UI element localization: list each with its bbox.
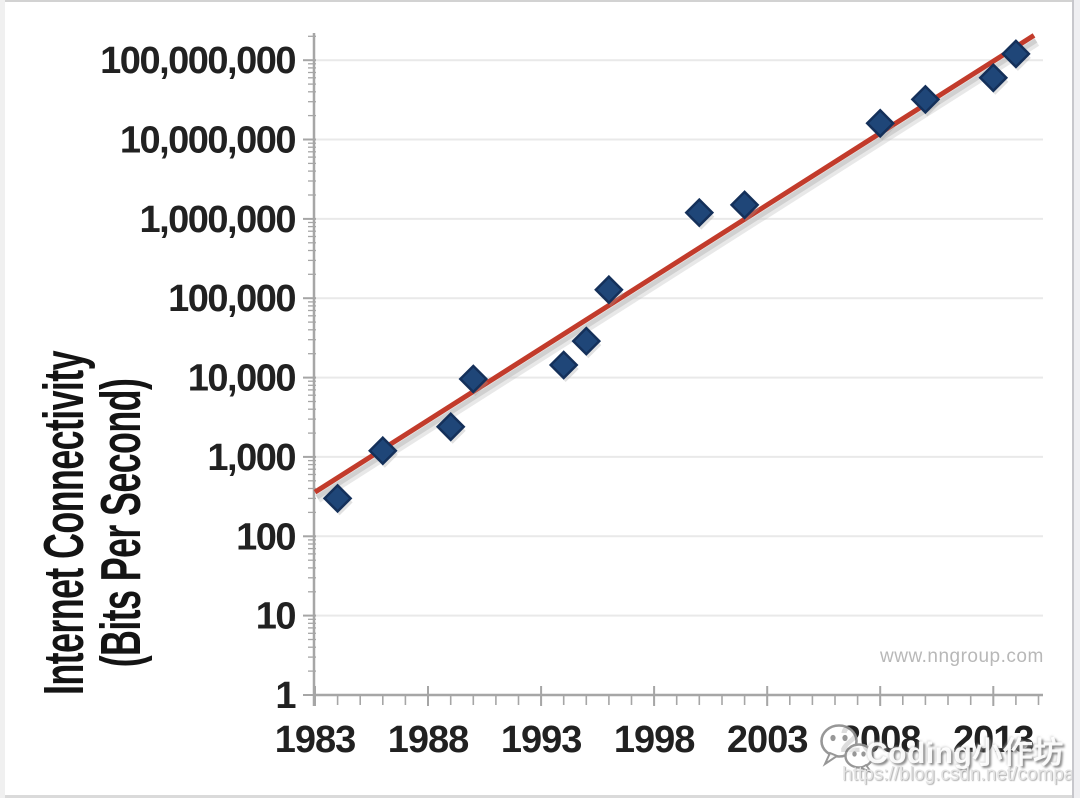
svg-text:10: 10 <box>256 596 296 638</box>
svg-text:1: 1 <box>275 675 296 717</box>
page-border-bottom <box>0 795 1080 798</box>
csdn-watermark-title: Coding小作坊 <box>866 737 1064 770</box>
svg-text:100,000: 100,000 <box>168 278 295 320</box>
svg-text:10,000: 10,000 <box>188 358 296 400</box>
svg-text:1983: 1983 <box>275 719 356 761</box>
gridlines <box>315 59 1043 617</box>
svg-text:100,000,000: 100,000,000 <box>100 40 295 82</box>
svg-text:10,000,000: 10,000,000 <box>120 120 296 162</box>
data-points <box>322 39 1031 516</box>
page-border-left <box>0 0 5 798</box>
svg-text:1993: 1993 <box>501 719 582 761</box>
nngroup-watermark: www.nngroup.com <box>880 646 1044 667</box>
axis-tick-labels: 1 10 100 1,000 10,000 100,000 1,000,000 10,000,… <box>100 40 1034 761</box>
page-border-right-line <box>1072 0 1074 798</box>
trend-line <box>313 33 1040 503</box>
svg-text:2003: 2003 <box>727 719 808 761</box>
svg-text:1,000,000: 1,000,000 <box>139 199 295 241</box>
axis-ticks <box>303 35 1040 706</box>
page-border-top <box>0 0 1080 2</box>
svg-text:1,000: 1,000 <box>207 437 295 479</box>
svg-text:2013: 2013 <box>953 719 1034 761</box>
svg-text:1998: 1998 <box>614 719 695 761</box>
svg-text:100: 100 <box>236 516 295 558</box>
axis-lines <box>312 33 1043 706</box>
csdn-watermark-url: https://blog.csdn.net/companyzh <box>842 764 1080 785</box>
wechat-icon <box>820 724 874 773</box>
svg-text:1988: 1988 <box>388 719 469 761</box>
page-border-right <box>1074 0 1080 798</box>
